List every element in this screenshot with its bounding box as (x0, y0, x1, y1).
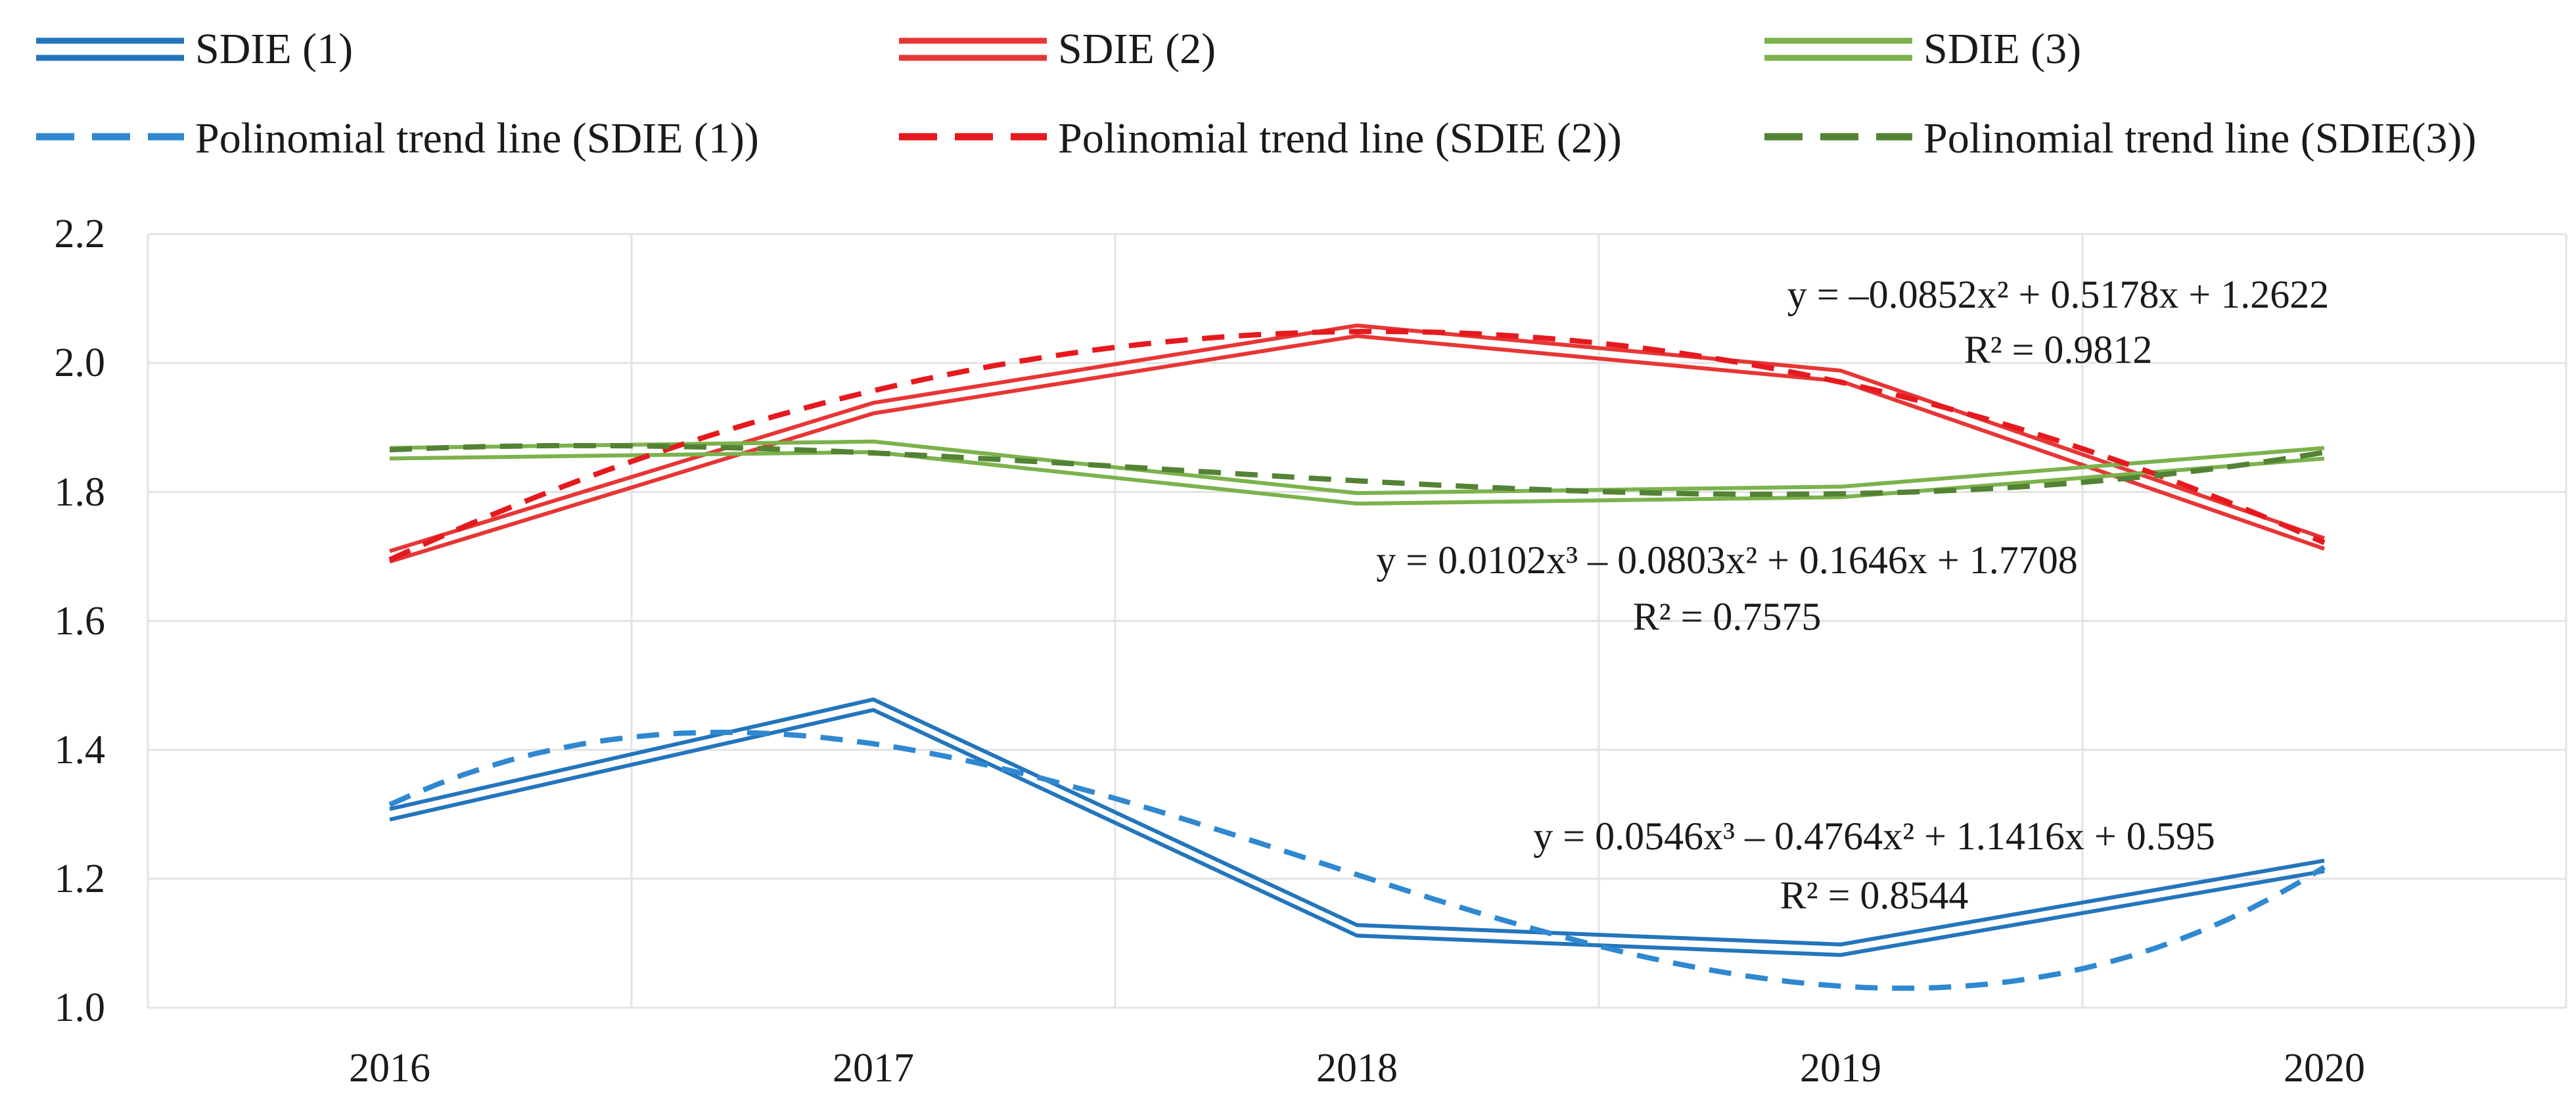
y-tick-1-6: 1.6 (55, 599, 106, 644)
gridlines (147, 233, 2567, 1009)
legend-item-sdie-2: SDIE (2) (899, 25, 1216, 73)
trend-r2-sdie1: R² = 0.8544 (1780, 874, 1969, 917)
trend-line-sdie-1 (388, 729, 2326, 991)
series-line-sdie-3 (389, 439, 2325, 496)
legend-label-sdie-3: SDIE (3) (1923, 25, 2081, 73)
trend-equation-sdie3: y = 0.0102x³ – 0.0803x² + 0.1646x + 1.77… (1376, 538, 2078, 582)
trend-equation-sdie1: y = 0.0546x³ – 0.4764x² + 1.1416x + 0.59… (1533, 814, 2215, 858)
legend-item-trend-sdie-2: Polinomial trend line (SDIE (2)) (899, 114, 1622, 162)
trend-lines (388, 329, 2326, 991)
trend-equations: y = –0.0852x² + 0.5178x + 1.2622 R² = 0.… (1376, 273, 2329, 917)
legend-label-sdie-1: SDIE (1) (195, 25, 353, 73)
x-tick-2017: 2017 (833, 1046, 914, 1091)
legend-item-trend-sdie-1: Polinomial trend line (SDIE (1)) (36, 114, 759, 162)
x-tick-2020: 2020 (2284, 1046, 2365, 1091)
x-axis: 2016 2017 2018 2019 2020 (349, 1046, 2365, 1091)
trend-line-sdie-2 (388, 329, 2326, 563)
y-tick-2-0: 2.0 (55, 341, 106, 385)
series-line-sdie-3 (389, 450, 2325, 506)
legend-label-trend-sdie-2: Polinomial trend line (SDIE (2)) (1058, 114, 1622, 162)
x-tick-2016: 2016 (349, 1046, 430, 1091)
x-tick-2019: 2019 (1800, 1046, 1881, 1091)
trend-r2-sdie3: R² = 0.7575 (1633, 595, 1822, 638)
trend-line-sdie-3 (389, 442, 2325, 497)
legend: SDIE (1) SDIE (2) SDIE (3) Polinomial tr… (36, 25, 2476, 162)
y-tick-1-8: 1.8 (55, 470, 106, 515)
legend-item-sdie-3: SDIE (3) (1764, 25, 2081, 73)
y-axis: 2.2 2.0 1.8 1.6 1.4 1.2 1.0 (55, 212, 106, 1030)
legend-item-trend-sdie-3: Polinomial trend line (SDIE(3)) (1764, 114, 2476, 162)
y-tick-2-2: 2.2 (55, 212, 106, 256)
legend-label-trend-sdie-3: Polinomial trend line (SDIE(3)) (1923, 114, 2476, 162)
y-tick-1-0: 1.0 (55, 985, 106, 1030)
legend-item-sdie-1: SDIE (1) (36, 25, 353, 73)
legend-label-sdie-2: SDIE (2) (1058, 25, 1216, 73)
series-line-sdie-2 (389, 334, 2325, 564)
x-tick-2018: 2018 (1316, 1046, 1398, 1091)
trend-equation-sdie2: y = –0.0852x² + 0.5178x + 1.2622 (1787, 273, 2330, 316)
trend-r2-sdie2: R² = 0.9812 (1964, 328, 2153, 371)
y-tick-1-4: 1.4 (55, 728, 106, 772)
series-line-sdie-1 (389, 697, 2325, 947)
legend-label-trend-sdie-1: Polinomial trend line (SDIE (1)) (195, 114, 759, 162)
series-line-sdie-1 (389, 707, 2325, 957)
y-tick-1-2: 1.2 (55, 857, 106, 901)
series-lines (389, 323, 2325, 957)
